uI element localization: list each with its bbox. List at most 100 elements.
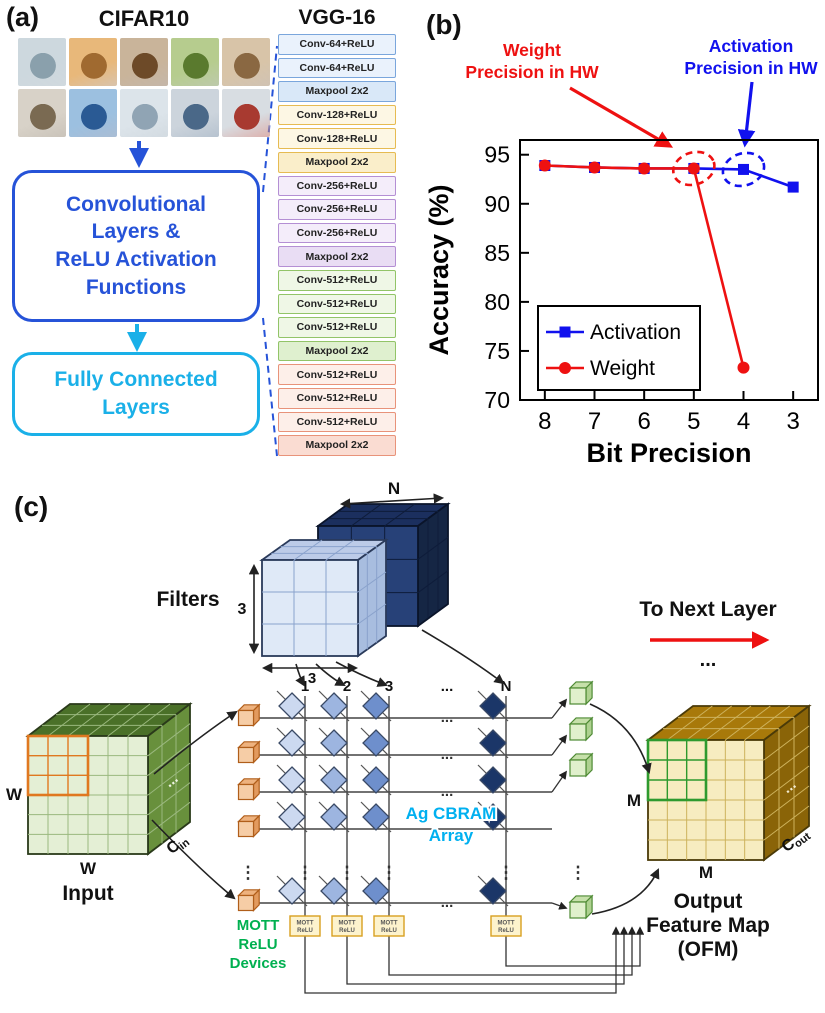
vgg-layer-row: Conv-512+ReLU (278, 293, 396, 315)
cifar-image-frog (171, 38, 219, 86)
vgg-layer-row: Maxpool 2x2 (278, 81, 396, 102)
filter-to-column-arrow (421, 629, 505, 685)
vgg-layer-row: Conv-256+ReLU (278, 199, 396, 220)
output-m-left: M (627, 791, 641, 810)
to-next-layer-label: To Next Layer (639, 598, 776, 621)
legend-label: Activation (590, 321, 681, 344)
vgg16-title: VGG-16 (298, 6, 376, 29)
cbram-cell (278, 729, 306, 757)
mott-box-label: ReLU (297, 928, 313, 934)
output-tensor-cube-grid (725, 705, 771, 741)
filter-to-column-arrow (315, 663, 346, 686)
input-tensor-cube-grid (147, 782, 191, 816)
cbram-cell (479, 877, 507, 905)
vertical-dots: ⋮ (570, 863, 587, 882)
vertical-dots: ⋮ (240, 863, 257, 882)
vgg-layer-row: Maxpool 2x2 (278, 340, 396, 362)
mott-box-label: ReLU (498, 928, 514, 934)
input-w-bottom: W (80, 859, 97, 878)
output-tensor-cube-grid (763, 785, 810, 821)
output-activation-cube (569, 687, 587, 705)
output-tensor-cube-grid (763, 805, 810, 841)
cbram-cell (320, 803, 348, 831)
output-tensor-cube-grid (667, 705, 713, 741)
conv-box-line: Convolutional (66, 192, 206, 216)
vgg-layer-row: Maxpool 2x2 (278, 151, 396, 173)
panel-c-label: (c) (14, 491, 48, 522)
mott-box-label: MOTT (297, 921, 314, 927)
vgg-layer-row: Conv-64+ReLU (278, 34, 396, 55)
legend-box (537, 305, 701, 391)
conv-box-line: ReLU Activation (55, 248, 217, 271)
output-routing-wire (388, 916, 637, 976)
panel-a: (a) CIFAR10 Convolutional Layers & ReLU … (0, 0, 420, 478)
vgg-layer-row: Conv-256+ReLU (278, 175, 396, 197)
fc-box-line: Layers (102, 396, 170, 419)
filter-n-dim-arrow (339, 493, 445, 509)
output-routing-wire (505, 916, 645, 967)
marker-circle (687, 162, 700, 175)
vgg-layer-row: Conv-512+ReLU (278, 364, 396, 385)
cifar10-title: CIFAR10 (98, 6, 190, 31)
column-label: 2 (343, 678, 351, 695)
mott-relu-label-line2: ReLU (238, 936, 277, 953)
filter-cube-front-grid (293, 539, 323, 561)
input-tensor-cube-grid (127, 703, 171, 737)
output-m-bottom: M (699, 863, 713, 882)
input-to-row-arrow (153, 710, 238, 775)
filter-cube-back-side (417, 502, 449, 628)
x-tick-label: 4 (737, 408, 750, 435)
vgg-layer-row: Conv-64+ReLU (278, 57, 396, 79)
output-tensor-cube-grid (686, 705, 732, 741)
output-activation-cube (569, 901, 587, 919)
dashed-connector-bottom (262, 317, 278, 457)
legend-marker (559, 362, 571, 374)
filter-n-dim: N (388, 479, 400, 498)
output-tensor-cube-grid (763, 745, 810, 781)
cbram-cell (278, 877, 306, 905)
cifar-image-dog (222, 38, 270, 86)
cbram-cell (362, 692, 390, 720)
vertical-dots: ⋮ (498, 863, 515, 882)
cbram-cell (320, 692, 348, 720)
cbram-cell (278, 803, 306, 831)
cbram-cell (320, 766, 348, 794)
cifar-image-automobile (171, 89, 219, 137)
legend-label: Weight (590, 357, 655, 380)
filter-cube-front-side (357, 538, 387, 658)
input-tensor-cube-grid (147, 723, 191, 757)
cifar-image-airplane (120, 89, 168, 137)
marker-square (738, 163, 749, 175)
mott-box-label: ReLU (339, 928, 355, 934)
mott-box-label: MOTT (381, 921, 398, 927)
panel-b-label: (b) (426, 9, 462, 40)
cbram-array-label-line2: Array (429, 826, 474, 845)
cbram-cell (278, 692, 306, 720)
cbram-array-label-line1: Ag CBRAM (406, 804, 497, 823)
y-tick-label: 85 (484, 240, 510, 266)
crossbar-schematic: ...............⋮ ⋮ ⋮ ⋮ ⋮ ⋮MOTTReLUMOTTReLUMOT… (6, 479, 813, 994)
row-output-arrow (551, 734, 568, 756)
crossbar-array: ...............⋮ ⋮ ⋮ ⋮ ⋮ ⋮MOTTReLUMOTTReLUMOT… (25, 502, 812, 994)
mott-box-label: MOTT (498, 921, 515, 927)
output-label-line1: Output (674, 890, 743, 913)
cell-ellipsis: ... (441, 894, 454, 911)
marker-circle (638, 162, 651, 175)
mott-box-label: MOTT (339, 921, 356, 927)
input-tensor-cube-grid (67, 703, 111, 737)
panel-c: ............... ⋮ ⋮ ⋮ ⋮ ⋮ ⋮ MOTT ReLU MOTT ReLU MOT… (0, 478, 825, 1008)
cell-ellipsis: ... (441, 783, 454, 800)
vgg-layer-row: Maxpool 2x2 (278, 246, 396, 267)
accuracy-plot: 70 75 80 85 90 95 8 7 6 5 4 3 Bit Precision Accuracy … (424, 139, 819, 468)
vgg-layer-row: Conv-128+ReLU (278, 104, 396, 126)
vgg-layer-list: Conv-64+ReLU Conv-64+ReLU Maxpool 2x2 Conv-… (278, 34, 396, 456)
conv-box-line: Functions (85, 275, 187, 299)
highlight-ellipse (721, 151, 766, 188)
cbram-cell (479, 692, 507, 720)
cifar-image-grid (18, 38, 270, 137)
cifar-image-bird (18, 38, 66, 86)
cifar-image-ship (69, 89, 117, 137)
highlight-ellipse (671, 150, 716, 187)
cifar-image-truck (222, 89, 270, 137)
input-w-left: W (6, 785, 23, 804)
